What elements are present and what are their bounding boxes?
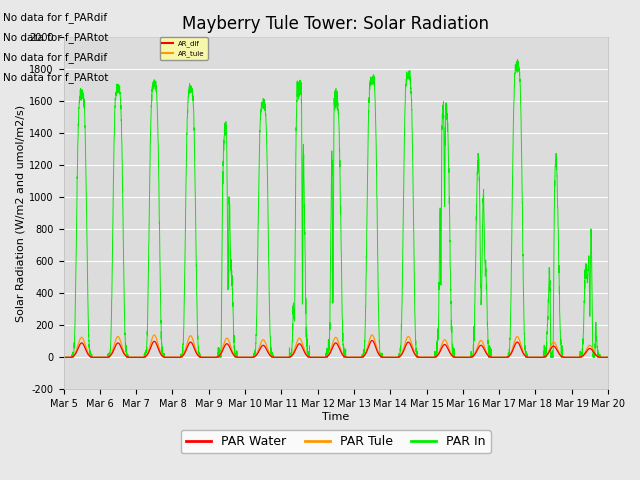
PAR In	[514, 57, 522, 62]
Text: No data for f_PARtot: No data for f_PARtot	[3, 32, 109, 43]
Text: No data for f_PARdif: No data for f_PARdif	[3, 52, 108, 63]
Line: PAR Tule: PAR Tule	[63, 335, 608, 357]
Line: PAR Water: PAR Water	[63, 340, 608, 357]
PAR Water	[604, 354, 612, 360]
PAR In	[60, 354, 67, 360]
PAR Water	[428, 354, 435, 360]
PAR Water	[489, 354, 497, 360]
PAR Tule	[604, 354, 611, 360]
Text: No data for f_PARtot: No data for f_PARtot	[3, 72, 109, 84]
PAR In	[428, 354, 435, 360]
Y-axis label: Solar Radiation (W/m2 and umol/m2/s): Solar Radiation (W/m2 and umol/m2/s)	[15, 105, 25, 322]
X-axis label: Time: Time	[322, 412, 349, 422]
PAR Tule	[60, 354, 67, 360]
PAR Tule	[150, 332, 158, 338]
PAR Water	[60, 354, 67, 360]
PAR Water	[604, 354, 611, 360]
Title: Mayberry Tule Tower: Solar Radiation: Mayberry Tule Tower: Solar Radiation	[182, 15, 489, 33]
PAR Water	[157, 352, 165, 358]
PAR Water	[316, 354, 323, 360]
PAR Tule	[428, 354, 435, 360]
PAR In	[604, 354, 612, 360]
PAR Tule	[489, 354, 497, 360]
PAR Tule	[316, 354, 323, 360]
Legend: AR_dif, AR_tule: AR_dif, AR_tule	[159, 37, 207, 60]
PAR Water	[368, 337, 376, 343]
PAR Tule	[157, 351, 165, 357]
PAR In	[604, 354, 611, 360]
PAR Tule	[458, 354, 466, 360]
PAR In	[458, 354, 465, 360]
PAR Tule	[604, 354, 612, 360]
Line: PAR In: PAR In	[63, 60, 608, 357]
PAR In	[316, 354, 323, 360]
PAR In	[489, 354, 497, 360]
PAR In	[157, 329, 165, 335]
PAR Water	[458, 354, 466, 360]
Text: No data for f_PARdif: No data for f_PARdif	[3, 12, 108, 23]
